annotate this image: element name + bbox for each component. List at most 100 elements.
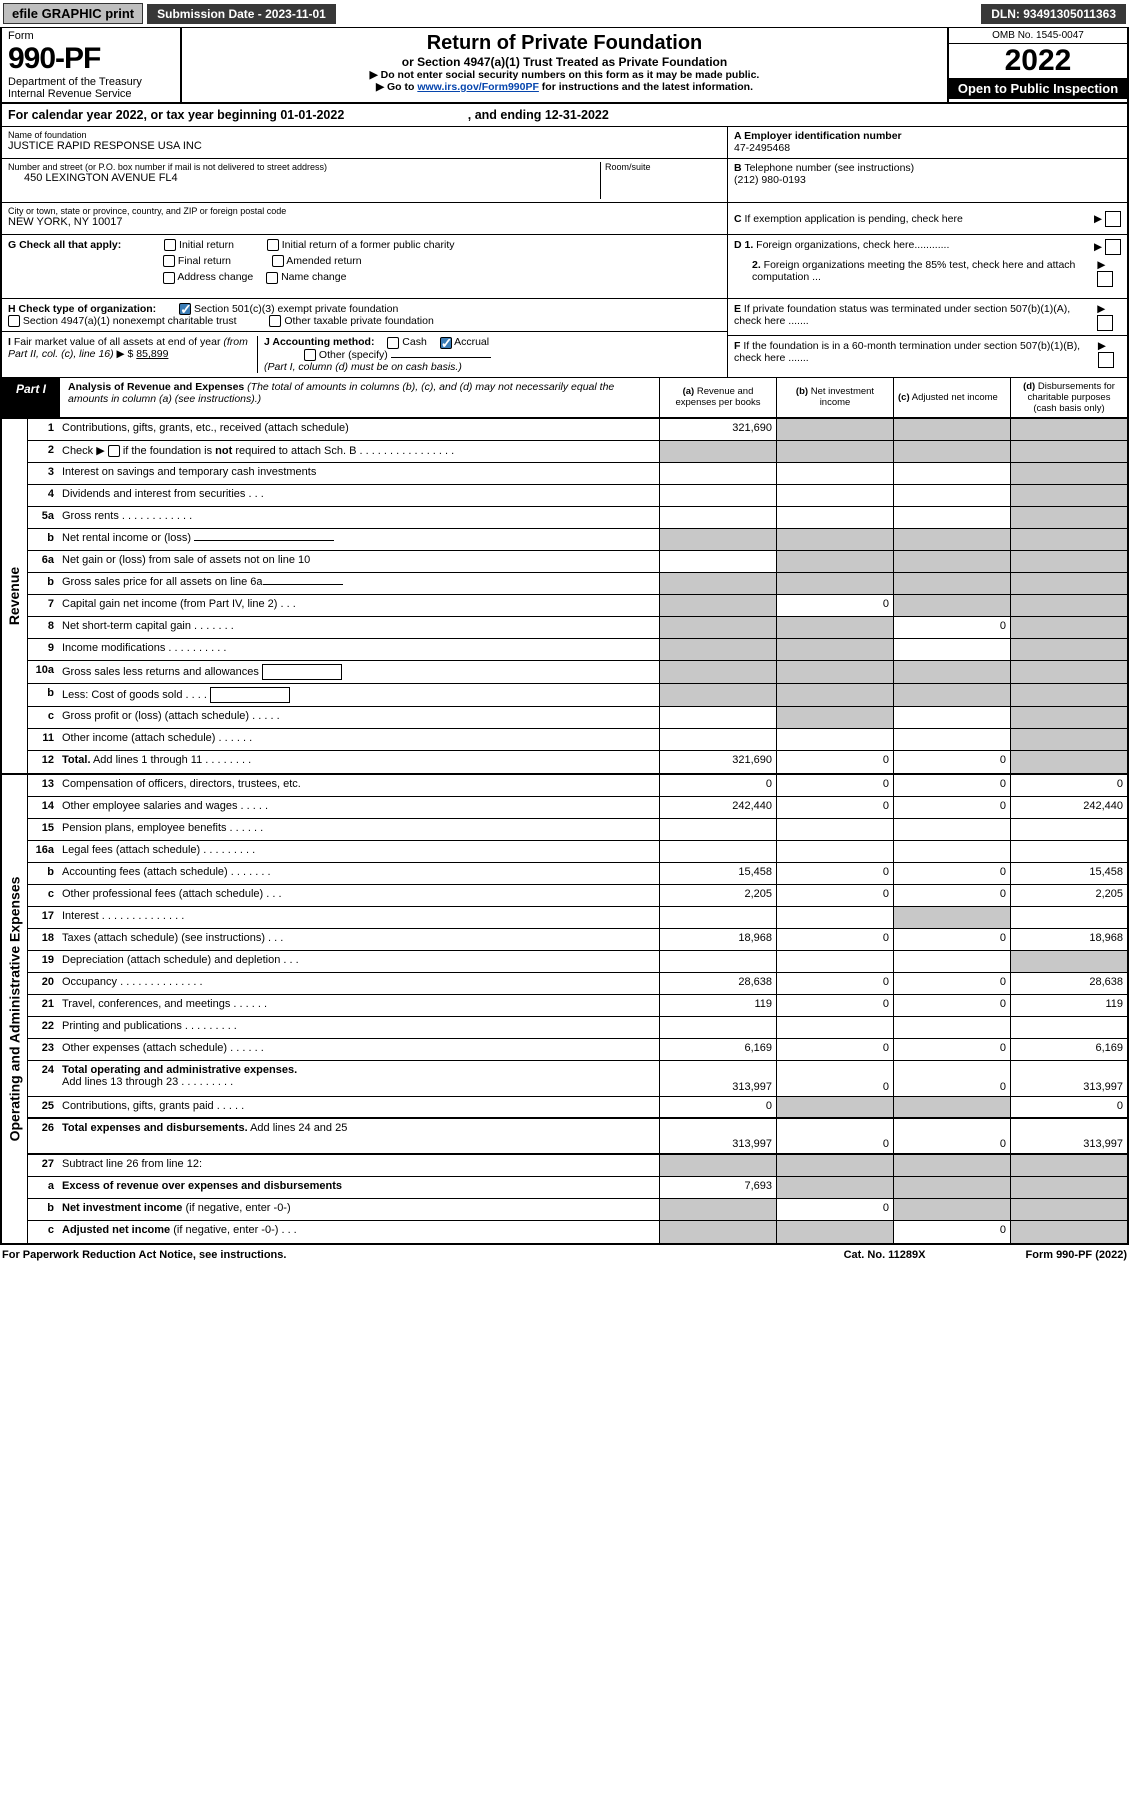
r5b-desc: Net rental income or (loss)	[60, 529, 659, 550]
page-footer: For Paperwork Reduction Act Notice, see …	[0, 1245, 1129, 1265]
j2-checkbox[interactable]	[440, 337, 452, 349]
r27b-desc: Net investment income (if negative, ente…	[60, 1199, 659, 1220]
f-checkbox[interactable]	[1098, 352, 1114, 368]
r12-num: 12	[28, 751, 60, 773]
h2-checkbox[interactable]	[8, 315, 20, 327]
r24-desc: Total operating and administrative expen…	[60, 1061, 659, 1096]
footer-right: Form 990-PF (2022)	[1026, 1249, 1128, 1261]
instr2-post: for instructions and the latest informat…	[539, 81, 753, 93]
c-checkbox[interactable]	[1105, 211, 1121, 227]
r18-num: 18	[28, 929, 60, 950]
r22-a	[659, 1017, 776, 1038]
col-a-label: (a) Revenue and expenses per books	[664, 386, 772, 408]
expenses-side: Operating and Administrative Expenses	[2, 775, 28, 1243]
r18-d: 18,968	[1010, 929, 1127, 950]
r6b-b	[776, 573, 893, 594]
part1-desc: Analysis of Revenue and Expenses (The to…	[60, 378, 659, 417]
d1-checkbox[interactable]	[1105, 239, 1121, 255]
r27-num: 27	[28, 1155, 60, 1176]
r10b-desc: Less: Cost of goods sold . . . .	[60, 684, 659, 706]
row-19: 19Depreciation (attach schedule) and dep…	[28, 951, 1127, 973]
col-b-hdr: (b) Net investment income	[776, 378, 893, 417]
g3-checkbox[interactable]	[163, 255, 175, 267]
row-20: 20Occupancy . . . . . . . . . . . . . .2…	[28, 973, 1127, 995]
i-col: I Fair market value of all assets at end…	[8, 336, 258, 372]
checks-section: G Check all that apply: Initial return I…	[0, 235, 1129, 377]
r27b-b: 0	[776, 1199, 893, 1220]
r26-b: 0	[776, 1119, 893, 1153]
g4-label: Amended return	[286, 255, 361, 267]
r4-d	[1010, 485, 1127, 506]
row-6b: bGross sales price for all assets on lin…	[28, 573, 1127, 595]
row-23: 23Other expenses (attach schedule) . . .…	[28, 1039, 1127, 1061]
r3-c	[893, 463, 1010, 484]
e-checkbox[interactable]	[1097, 315, 1113, 331]
h3-checkbox[interactable]	[269, 315, 281, 327]
r2-checkbox[interactable]	[108, 445, 120, 457]
r1-num: 1	[28, 419, 60, 440]
row-4: 4Dividends and interest from securities …	[28, 485, 1127, 507]
efile-button[interactable]: efile GRAPHIC print	[3, 3, 143, 24]
form-right: OMB No. 1545-0047 2022 Open to Public In…	[947, 28, 1127, 102]
r2-a	[659, 441, 776, 462]
h-row: H Check type of organization: Section 50…	[2, 299, 727, 332]
cal-mid: , and ending	[464, 108, 545, 122]
col-a-hdr: (a) Revenue and expenses per books	[659, 378, 776, 417]
h1-checkbox[interactable]	[179, 303, 191, 315]
instr-link[interactable]: www.irs.gov/Form990PF	[417, 81, 539, 93]
r11-desc: Other income (attach schedule) . . . . .…	[60, 729, 659, 750]
row-18: 18Taxes (attach schedule) (see instructi…	[28, 929, 1127, 951]
r6b-desc: Gross sales price for all assets on line…	[60, 573, 659, 594]
g2-checkbox[interactable]	[267, 239, 279, 251]
g4-checkbox[interactable]	[272, 255, 284, 267]
city-label: City or town, state or province, country…	[8, 206, 721, 216]
cal-begin: 01-01-2022	[280, 108, 344, 122]
r27a-text: Excess of revenue over expenses and disb…	[62, 1180, 342, 1192]
g1-checkbox[interactable]	[164, 239, 176, 251]
row-2: 2Check ▶ if the foundation is not requir…	[28, 441, 1127, 463]
j3-checkbox[interactable]	[304, 349, 316, 361]
cal-end: 12-31-2022	[545, 108, 609, 122]
col-d-label: (d) Disbursements for charitable purpose…	[1015, 381, 1123, 414]
r10c-a	[659, 707, 776, 728]
foundation-name-row: Name of foundation JUSTICE RAPID RESPONS…	[2, 127, 727, 159]
addr-label: Number and street (or P.O. box number if…	[8, 162, 600, 172]
col-b-label: (b) Net investment income	[781, 386, 889, 408]
r16a-num: 16a	[28, 841, 60, 862]
r7-d	[1010, 595, 1127, 616]
h3-label: Other taxable private foundation	[284, 315, 433, 327]
r10b-c	[893, 684, 1010, 706]
r8-num: 8	[28, 617, 60, 638]
r3-num: 3	[28, 463, 60, 484]
omb-number: OMB No. 1545-0047	[949, 28, 1127, 44]
h-label: H Check type of organization:	[8, 303, 156, 315]
r26-desc: Total expenses and disbursements. Add li…	[60, 1119, 659, 1153]
r13-a: 0	[659, 775, 776, 796]
r9-c	[893, 639, 1010, 660]
j1-checkbox[interactable]	[387, 337, 399, 349]
r12-c: 0	[893, 751, 1010, 773]
r13-desc: Compensation of officers, directors, tru…	[60, 775, 659, 796]
r15-d	[1010, 819, 1127, 840]
g2-label: Initial return of a former public charit…	[282, 239, 455, 251]
r23-d: 6,169	[1010, 1039, 1127, 1060]
d2-checkbox[interactable]	[1097, 271, 1113, 287]
r16c-a: 2,205	[659, 885, 776, 906]
r9-num: 9	[28, 639, 60, 660]
checks-left: G Check all that apply: Initial return I…	[2, 235, 727, 377]
tax-year: 2022	[949, 44, 1127, 78]
row-25: 25Contributions, gifts, grants paid . . …	[28, 1097, 1127, 1119]
row-21: 21Travel, conferences, and meetings . . …	[28, 995, 1127, 1017]
r25-c	[893, 1097, 1010, 1117]
g6-label: Name change	[281, 271, 346, 283]
r18-a: 18,968	[659, 929, 776, 950]
r6b-a	[659, 573, 776, 594]
row-14: 14Other employee salaries and wages . . …	[28, 797, 1127, 819]
r11-num: 11	[28, 729, 60, 750]
r10b-text: Less: Cost of goods sold . . . .	[62, 689, 207, 701]
r9-a	[659, 639, 776, 660]
g1-label: Initial return	[179, 239, 234, 251]
g5-checkbox[interactable]	[163, 272, 175, 284]
r6a-num: 6a	[28, 551, 60, 572]
g6-checkbox[interactable]	[266, 272, 278, 284]
